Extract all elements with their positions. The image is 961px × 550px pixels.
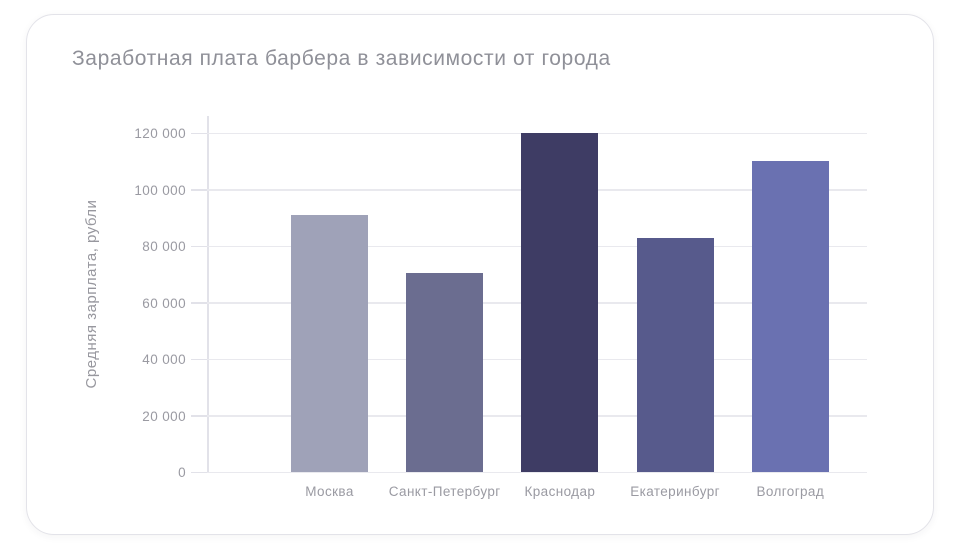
y-tick-label: 60 000 — [142, 295, 186, 311]
y-tick — [191, 415, 207, 417]
y-tick — [191, 358, 207, 360]
x-tick-label: Москва — [305, 484, 354, 499]
y-tick-label: 100 000 — [134, 182, 186, 198]
y-tick — [191, 132, 207, 134]
bar-2 — [406, 272, 484, 472]
y-tick — [191, 189, 207, 191]
x-tick-label: Санкт-Петербург — [388, 484, 501, 499]
y-tick-label: 80 000 — [142, 239, 186, 254]
y-axis-line — [207, 116, 209, 473]
bar-3 — [521, 133, 599, 472]
gridline — [207, 471, 867, 473]
y-tick-label: 40 000 — [142, 352, 186, 367]
x-tick-label: Волгоград — [756, 484, 825, 499]
plot-area: 0 20 000 40 000 60 000 80 000 100 000 120 000 М… — [134, 116, 867, 499]
y-tick — [191, 245, 207, 247]
x-tick-label: Екатеринбург — [630, 484, 720, 499]
y-tick — [191, 302, 207, 304]
bar-4 — [636, 237, 714, 472]
bar-5 — [751, 161, 829, 472]
bar-1 — [291, 214, 368, 472]
chart-title: Заработная плата барбера в зависимости о… — [72, 47, 611, 70]
x-tick-label: Краснодар — [524, 484, 596, 499]
chart-card: Заработная плата барбера в зависимости о… — [26, 14, 934, 535]
y-tick-label: 120 000 — [134, 126, 186, 141]
y-tick-label: 0 — [178, 465, 186, 480]
y-tick — [191, 471, 207, 473]
y-tick-label: 20 000 — [142, 408, 186, 424]
